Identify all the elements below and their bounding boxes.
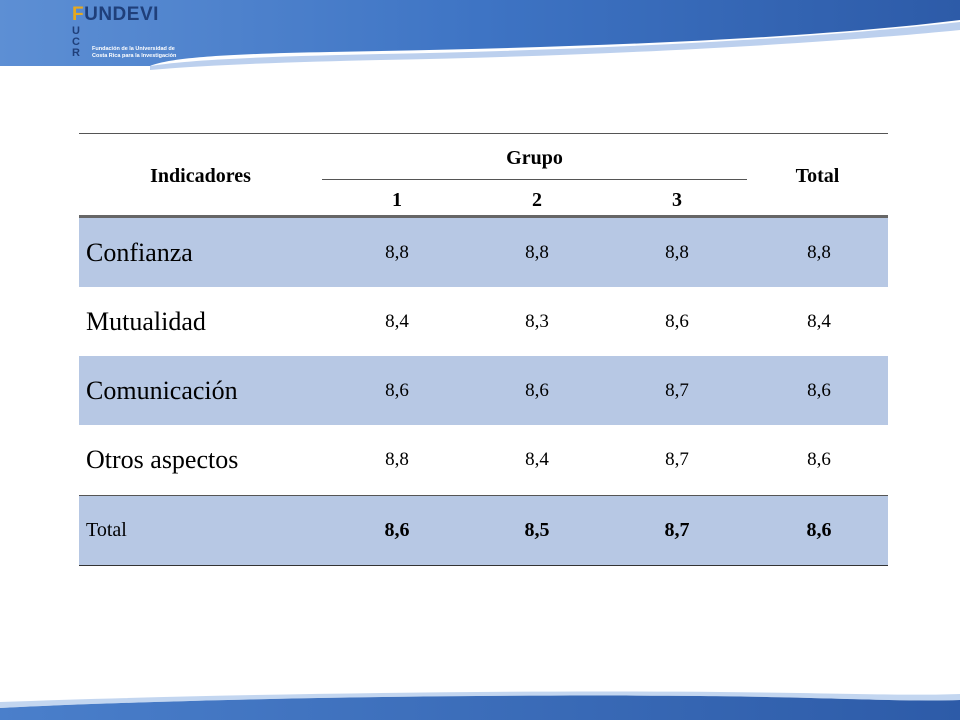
header-group-1: 1 [392, 189, 402, 211]
logo-title: FUNDEVI [72, 4, 159, 25]
table-row: Comunicación 8,6 8,6 8,7 8,6 [79, 356, 888, 425]
cell-value: 8,8 [385, 449, 409, 470]
logo-tagline: Fundación de la Universidad de Costa Ric… [92, 46, 177, 59]
cell-value: 8,6 [385, 380, 409, 401]
table-row: Otros aspectos 8,8 8,4 8,7 8,6 [79, 425, 888, 494]
footer-wave-graphic [0, 691, 960, 720]
cell-total: 8,6 [806, 519, 832, 541]
table-total-row: Total 8,6 8,5 8,7 8,6 [79, 495, 888, 566]
header-total: Total [795, 165, 840, 187]
cell-value: 8,4 [385, 311, 409, 332]
grupo-underline [322, 179, 747, 180]
cell-value: 8,8 [665, 242, 689, 263]
cell-total: 8,6 [807, 449, 831, 470]
cell-value: 8,8 [385, 242, 409, 263]
cell-value: 8,8 [525, 242, 549, 263]
table-row: Mutualidad 8,4 8,3 8,6 8,4 [79, 287, 888, 356]
cell-value: 8,6 [525, 380, 549, 401]
row-label: Confianza [86, 238, 193, 267]
row-label: Total [86, 519, 127, 541]
cell-value: 8,7 [665, 449, 689, 470]
table-top-rule [79, 133, 888, 134]
cell-total: 8,6 [807, 380, 831, 401]
cell-total: 8,8 [807, 242, 831, 263]
cell-value: 8,5 [524, 519, 550, 541]
row-label: Comunicación [86, 376, 238, 405]
cell-value: 8,4 [525, 449, 549, 470]
header-indicadores: Indicadores [150, 165, 251, 187]
banner-wave-graphic [0, 0, 960, 70]
header-grupo: Grupo [506, 147, 563, 169]
header-group-2: 2 [532, 189, 542, 211]
cell-value: 8,6 [665, 311, 689, 332]
cell-total: 8,4 [807, 311, 831, 332]
header-group-3: 3 [672, 189, 682, 211]
row-label: Mutualidad [86, 307, 206, 336]
cell-value: 8,6 [384, 519, 410, 541]
cell-value: 8,7 [665, 380, 689, 401]
cell-value: 8,3 [525, 311, 549, 332]
cell-value: 8,7 [664, 519, 690, 541]
table-row: Confianza 8,8 8,8 8,8 8,8 [79, 218, 888, 287]
header-rule [79, 215, 888, 218]
row-label: Otros aspectos [86, 445, 239, 474]
